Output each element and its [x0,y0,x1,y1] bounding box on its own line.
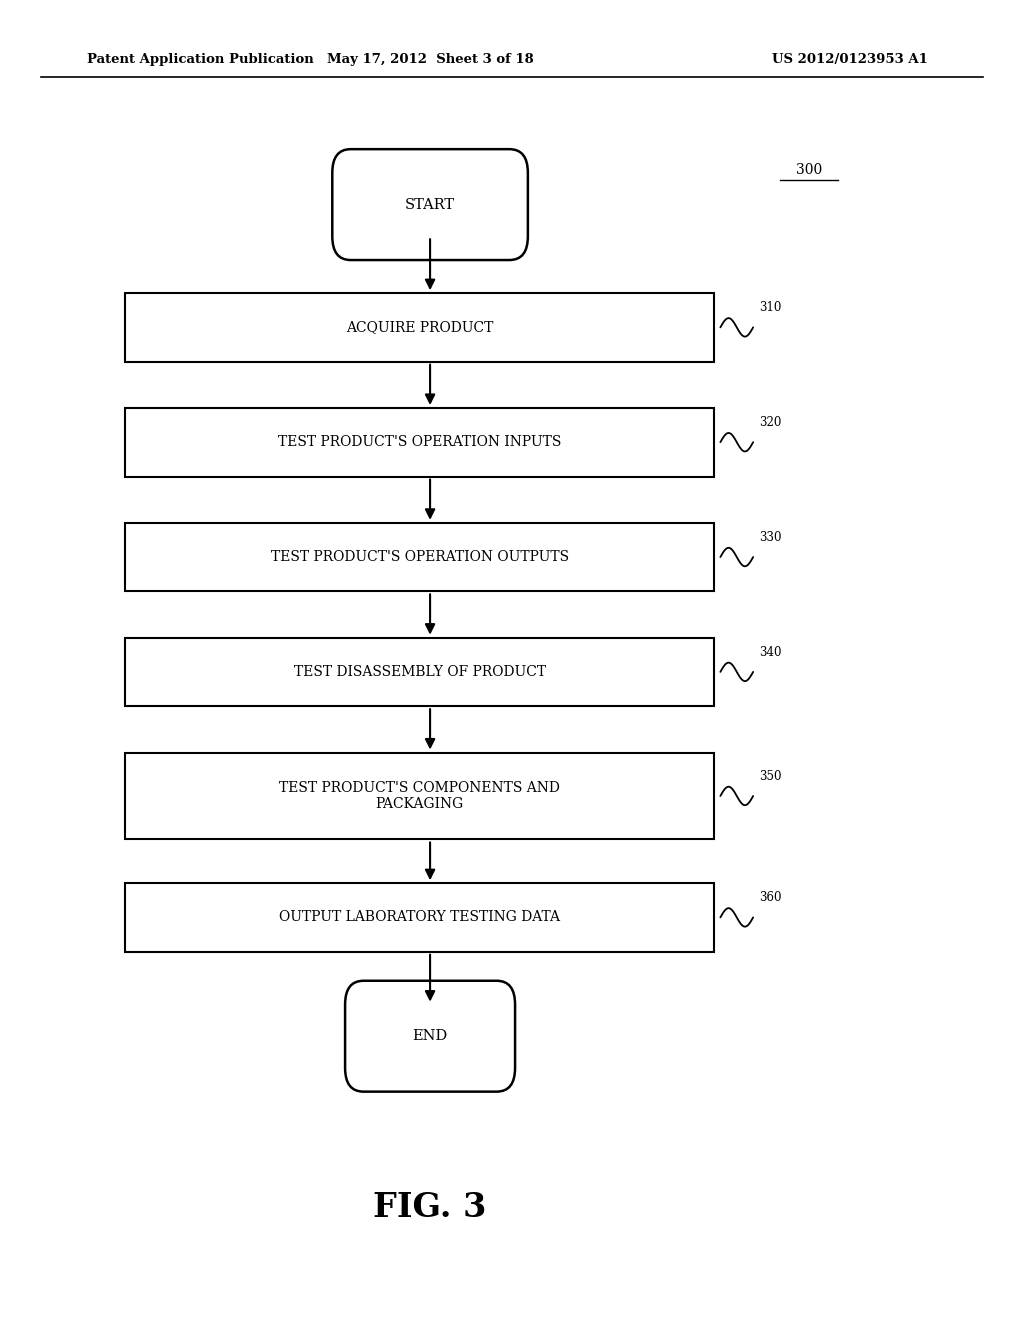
Text: 320: 320 [760,416,781,429]
Text: Patent Application Publication: Patent Application Publication [87,53,313,66]
Text: FIG. 3: FIG. 3 [374,1191,486,1225]
Bar [125,523,715,591]
Text: END: END [413,1030,447,1043]
Text: TEST PRODUCT'S OPERATION OUTPUTS: TEST PRODUCT'S OPERATION OUTPUTS [270,550,569,564]
Text: 340: 340 [760,645,781,659]
Text: 350: 350 [760,770,781,783]
Bar [125,752,715,840]
Text: 310: 310 [760,301,781,314]
FancyBboxPatch shape [332,149,528,260]
Bar [125,883,715,952]
Text: START: START [406,198,455,211]
Bar [125,638,715,706]
Text: 360: 360 [760,891,781,904]
Bar [125,293,715,362]
Text: TEST DISASSEMBLY OF PRODUCT: TEST DISASSEMBLY OF PRODUCT [294,665,546,678]
Text: US 2012/0123953 A1: US 2012/0123953 A1 [772,53,928,66]
Text: 330: 330 [760,531,781,544]
Bar [125,408,715,477]
Text: ACQUIRE PRODUCT: ACQUIRE PRODUCT [346,321,494,334]
Text: TEST PRODUCT'S COMPONENTS AND
PACKAGING: TEST PRODUCT'S COMPONENTS AND PACKAGING [280,781,560,810]
Text: TEST PRODUCT'S OPERATION INPUTS: TEST PRODUCT'S OPERATION INPUTS [279,436,561,449]
FancyBboxPatch shape [345,981,515,1092]
Text: May 17, 2012  Sheet 3 of 18: May 17, 2012 Sheet 3 of 18 [327,53,534,66]
Text: 300: 300 [796,162,822,177]
Text: OUTPUT LABORATORY TESTING DATA: OUTPUT LABORATORY TESTING DATA [280,911,560,924]
